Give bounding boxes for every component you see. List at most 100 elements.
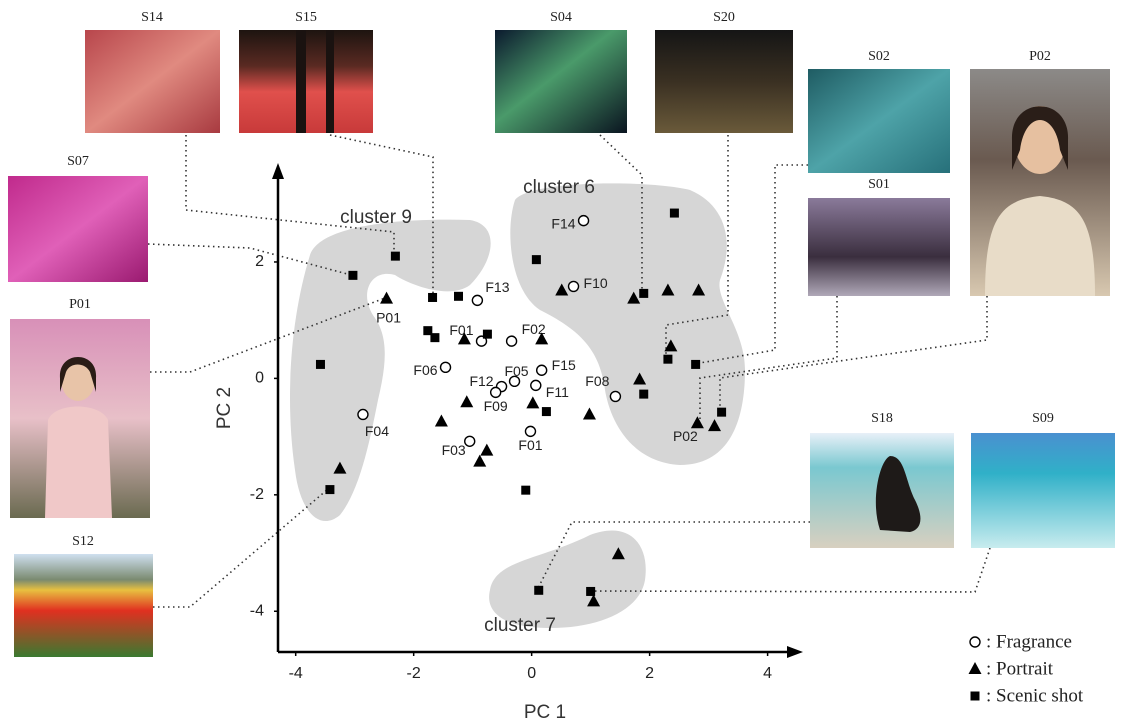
y-tick-label: -4	[250, 602, 264, 619]
photo	[8, 176, 148, 282]
photo-caption: P01	[69, 297, 91, 312]
legend-marker	[971, 692, 980, 701]
point-label: F01	[449, 322, 473, 338]
point	[663, 355, 672, 364]
x-tick-label: 2	[645, 665, 654, 682]
photo	[808, 198, 950, 296]
point	[441, 362, 451, 372]
point	[473, 455, 486, 467]
point	[316, 360, 325, 369]
photo-caption: S09	[1032, 411, 1054, 426]
y-tick-label: 0	[255, 370, 264, 387]
x-tick-label: 4	[763, 665, 772, 682]
point	[391, 252, 400, 261]
point	[483, 330, 492, 339]
cluster-label: cluster 9	[340, 207, 412, 228]
point	[531, 380, 541, 390]
photo-caption: S04	[550, 10, 572, 25]
point	[569, 281, 579, 291]
photo	[808, 69, 950, 173]
point	[579, 216, 589, 226]
legend-marker	[969, 662, 982, 674]
legend-label: : Fragrance	[986, 631, 1072, 652]
photo-detail	[45, 407, 112, 519]
photo-caption: S02	[868, 49, 890, 64]
photo	[655, 30, 793, 133]
photo	[971, 433, 1115, 548]
x-axis-title: PC 1	[524, 702, 566, 723]
point	[480, 444, 493, 456]
point-label: F12	[469, 373, 493, 389]
leader-line	[153, 489, 328, 607]
photo	[85, 30, 220, 133]
point	[325, 485, 334, 494]
point	[380, 292, 393, 304]
photo-caption: S18	[871, 411, 893, 426]
point-label: F10	[584, 275, 608, 291]
photo-caption: S01	[868, 177, 890, 192]
point	[610, 391, 620, 401]
photo-caption: S12	[72, 534, 94, 549]
point	[717, 408, 726, 417]
point	[460, 395, 473, 407]
legend-label: : Portrait	[986, 658, 1054, 679]
point	[534, 586, 543, 595]
point-label: F04	[365, 423, 389, 439]
point	[348, 271, 357, 280]
point-label: F01	[518, 437, 542, 453]
cluster-region	[290, 220, 491, 521]
legend-marker	[970, 637, 980, 647]
photo-detail	[296, 30, 306, 133]
x-axis-arrow	[787, 646, 803, 658]
photo-caption: S14	[141, 10, 163, 25]
point-label: F11	[546, 384, 569, 400]
point-label: F15	[552, 357, 576, 373]
y-axis-arrow	[272, 163, 284, 179]
point	[465, 436, 475, 446]
point	[358, 409, 368, 419]
point-label: F05	[504, 363, 528, 379]
point-label: P02	[673, 428, 698, 444]
leader-line	[589, 548, 990, 592]
x-tick-label: -4	[289, 665, 303, 682]
y-tick-label: -2	[250, 486, 264, 503]
point-label: F14	[551, 215, 575, 231]
point	[670, 209, 679, 218]
cluster-label: cluster 6	[523, 177, 595, 198]
photo	[495, 30, 627, 133]
point	[537, 365, 547, 375]
point	[491, 387, 501, 397]
photo	[14, 554, 153, 657]
legend: : Fragrance: Portrait: Scenic shot	[969, 631, 1084, 706]
y-axis-title: PC 2	[214, 387, 235, 429]
point	[435, 414, 448, 426]
point	[428, 293, 437, 302]
photo-caption: S20	[713, 10, 735, 25]
point-label: F03	[442, 442, 466, 458]
point-label: F08	[585, 373, 609, 389]
point-label: F09	[484, 398, 508, 414]
point	[542, 407, 551, 416]
leader-line	[720, 296, 987, 412]
point	[454, 292, 463, 301]
point	[639, 289, 648, 298]
photo-caption: P02	[1029, 49, 1051, 64]
point	[507, 336, 517, 346]
cluster-label: cluster 7	[484, 615, 556, 636]
cluster-region	[489, 531, 646, 628]
point	[586, 587, 595, 596]
photo-caption: S07	[67, 154, 89, 169]
point	[532, 255, 541, 264]
point	[472, 295, 482, 305]
point	[525, 426, 535, 436]
photo-caption: S15	[295, 10, 317, 25]
point	[521, 486, 530, 495]
y-tick-label: 2	[255, 253, 264, 270]
point-label: P01	[376, 309, 401, 325]
x-tick-label: 0	[527, 665, 536, 682]
point-label: F13	[485, 279, 509, 295]
point-label: F06	[413, 362, 437, 378]
point	[691, 360, 700, 369]
point	[526, 396, 539, 408]
point	[583, 407, 596, 419]
